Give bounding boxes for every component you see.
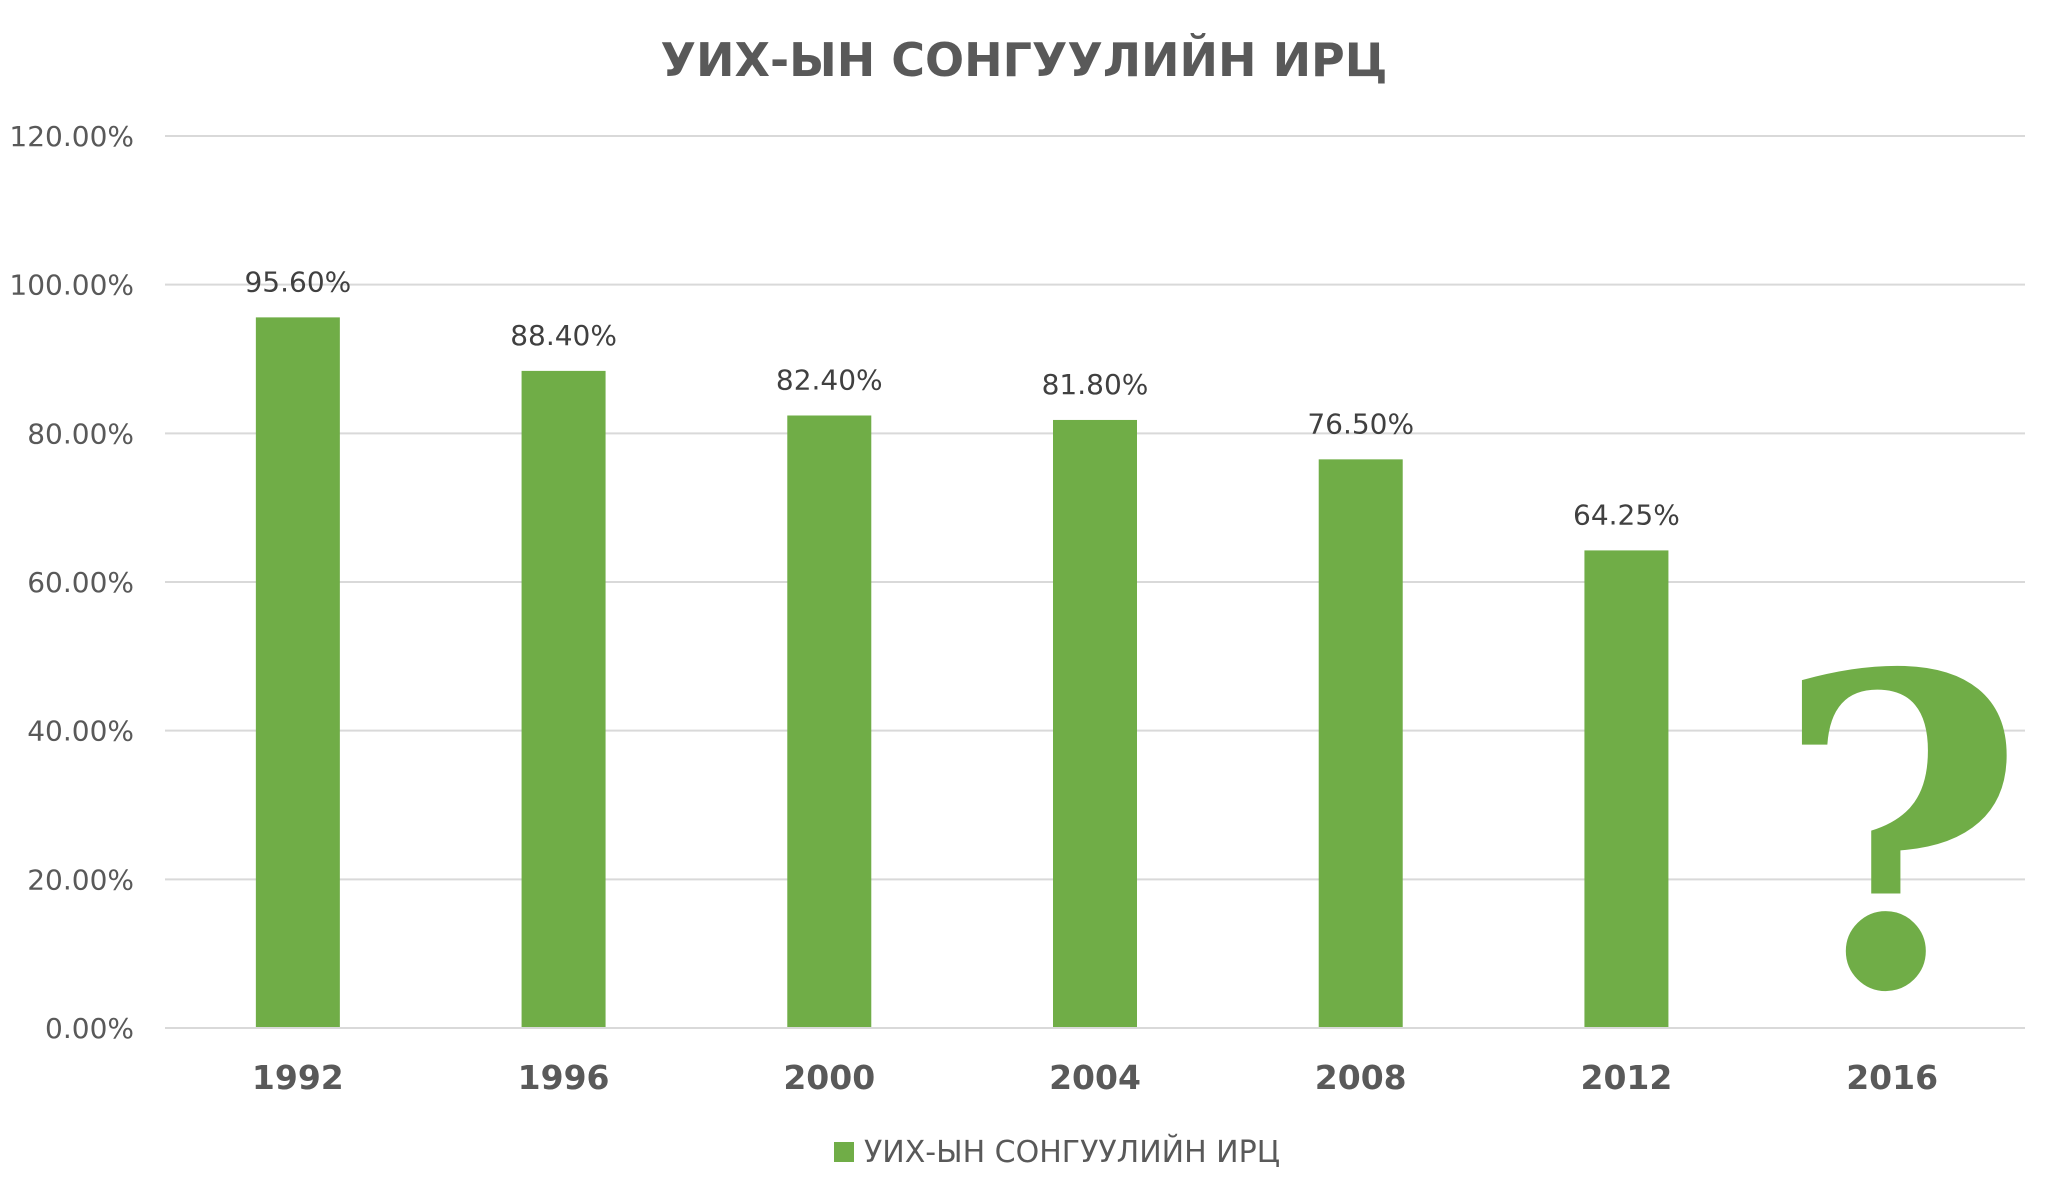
chart-title: УИХ-ЫН СОНГУУЛИЙН ИРЦ [661, 33, 1388, 87]
data-label-1996: 88.40% [510, 319, 617, 352]
x-tick-label-2008: 2008 [1315, 1058, 1407, 1097]
y-tick-label: 100.00% [9, 269, 134, 302]
bars [255, 317, 1669, 1029]
bar-1992 [255, 317, 340, 1029]
bar-2008 [1318, 459, 1403, 1029]
data-label-2004: 81.80% [1042, 368, 1149, 401]
data-label-2008: 76.50% [1307, 407, 1414, 440]
x-tick-label-2004: 2004 [1049, 1058, 1141, 1097]
legend-swatch [834, 1142, 854, 1162]
y-tick-label: 20.00% [27, 863, 134, 896]
y-tick-label: 60.00% [27, 566, 134, 599]
question-mark-annotation: ? [1774, 582, 2026, 1087]
y-tick-label: 80.00% [27, 417, 134, 450]
x-tick-label-2000: 2000 [783, 1058, 875, 1097]
y-tick-label: 0.00% [45, 1012, 134, 1045]
y-tick-label: 40.00% [27, 715, 134, 748]
x-tick-label-2012: 2012 [1580, 1058, 1672, 1097]
bar-2012 [1584, 550, 1669, 1028]
data-label-1992: 95.60% [244, 265, 351, 298]
legend: УИХ-ЫН СОНГУУЛИЙН ИРЦ [834, 1134, 1280, 1170]
data-labels: 95.60% 88.40% 82.40% 81.80% 76.50% 64.25% [244, 265, 1679, 531]
legend-label: УИХ-ЫН СОНГУУЛИЙН ИРЦ [864, 1134, 1280, 1170]
y-axis: 0.00% 20.00% 40.00% 60.00% 80.00% 100.00% 120.… [9, 120, 134, 1045]
bar-2000 [787, 415, 872, 1028]
x-tick-label-1992: 1992 [252, 1058, 344, 1097]
x-tick-label-2016: 2016 [1846, 1058, 1938, 1097]
bar-1996 [521, 370, 606, 1029]
y-tick-label: 120.00% [9, 120, 134, 153]
x-tick-label-1996: 1996 [518, 1058, 610, 1097]
bar-2004 [1053, 419, 1137, 1028]
data-label-2000: 82.40% [776, 363, 883, 396]
data-label-2012: 64.25% [1573, 498, 1680, 531]
x-axis: 1992 1996 2000 2004 2008 2012 2016 [165, 1027, 2025, 1097]
